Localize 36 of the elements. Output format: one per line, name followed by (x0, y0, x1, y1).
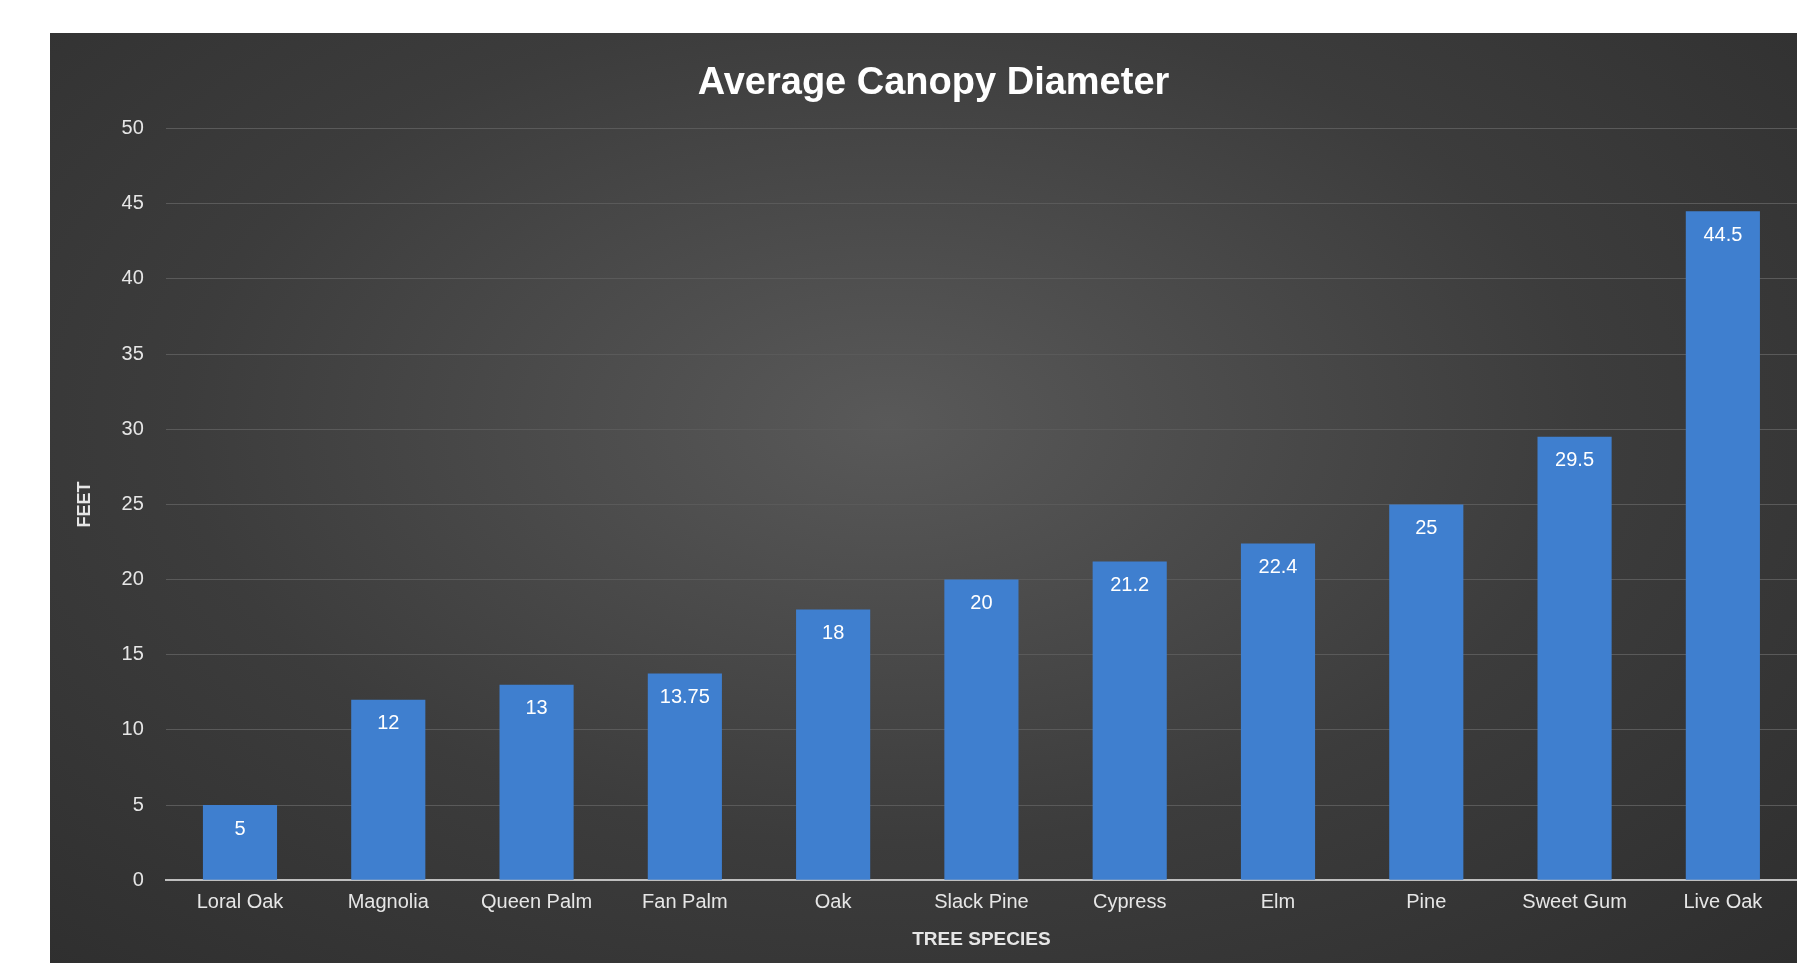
y-tick-label: 5 (132, 792, 144, 815)
x-tick-label: Elm (1260, 889, 1296, 912)
x-axis-title: TREE SPECIES (912, 927, 1051, 949)
x-tick-label: Pine (1406, 889, 1447, 912)
y-tick-label: 30 (121, 416, 144, 439)
data-label: 13.75 (659, 685, 710, 708)
y-tick-label: 25 (121, 491, 144, 514)
y-tick-label: 35 (121, 341, 144, 364)
y-tick-label: 45 (121, 191, 144, 214)
y-axis-title: FEET (73, 481, 94, 528)
x-tick-label: Live Oak (1683, 889, 1764, 912)
data-label: 44.5 (1703, 222, 1743, 245)
data-label: 5 (234, 816, 246, 839)
x-tick-label: Fan Palm (642, 889, 728, 912)
x-tick-label: Loral Oak (196, 889, 285, 912)
y-tick-label: 0 (132, 867, 144, 890)
data-label: 13 (525, 696, 548, 719)
data-label: 29.5 (1555, 448, 1595, 471)
y-tick-label: 40 (121, 266, 144, 289)
chart-title: Average Canopy Diameter (697, 60, 1170, 103)
y-tick-label: 10 (121, 717, 144, 740)
x-tick-label: Sweet Gum (1522, 889, 1627, 912)
data-label: 12 (377, 711, 400, 734)
y-tick-label: 15 (121, 642, 144, 665)
data-label: 18 (822, 621, 845, 644)
x-tick-label: Magnolia (347, 889, 430, 912)
x-tick-label: Cypress (1093, 889, 1167, 912)
data-label: 20 (970, 591, 993, 614)
x-tick-label: Slack Pine (934, 889, 1029, 912)
x-tick-label: Oak (814, 889, 853, 912)
y-tick-label: 50 (121, 116, 144, 139)
x-tick-label: Queen Palm (480, 889, 593, 912)
data-label: 25 (1415, 515, 1438, 538)
data-label: 21.2 (1110, 573, 1150, 596)
y-tick-label: 20 (121, 567, 144, 590)
data-label: 22.4 (1258, 555, 1298, 577)
